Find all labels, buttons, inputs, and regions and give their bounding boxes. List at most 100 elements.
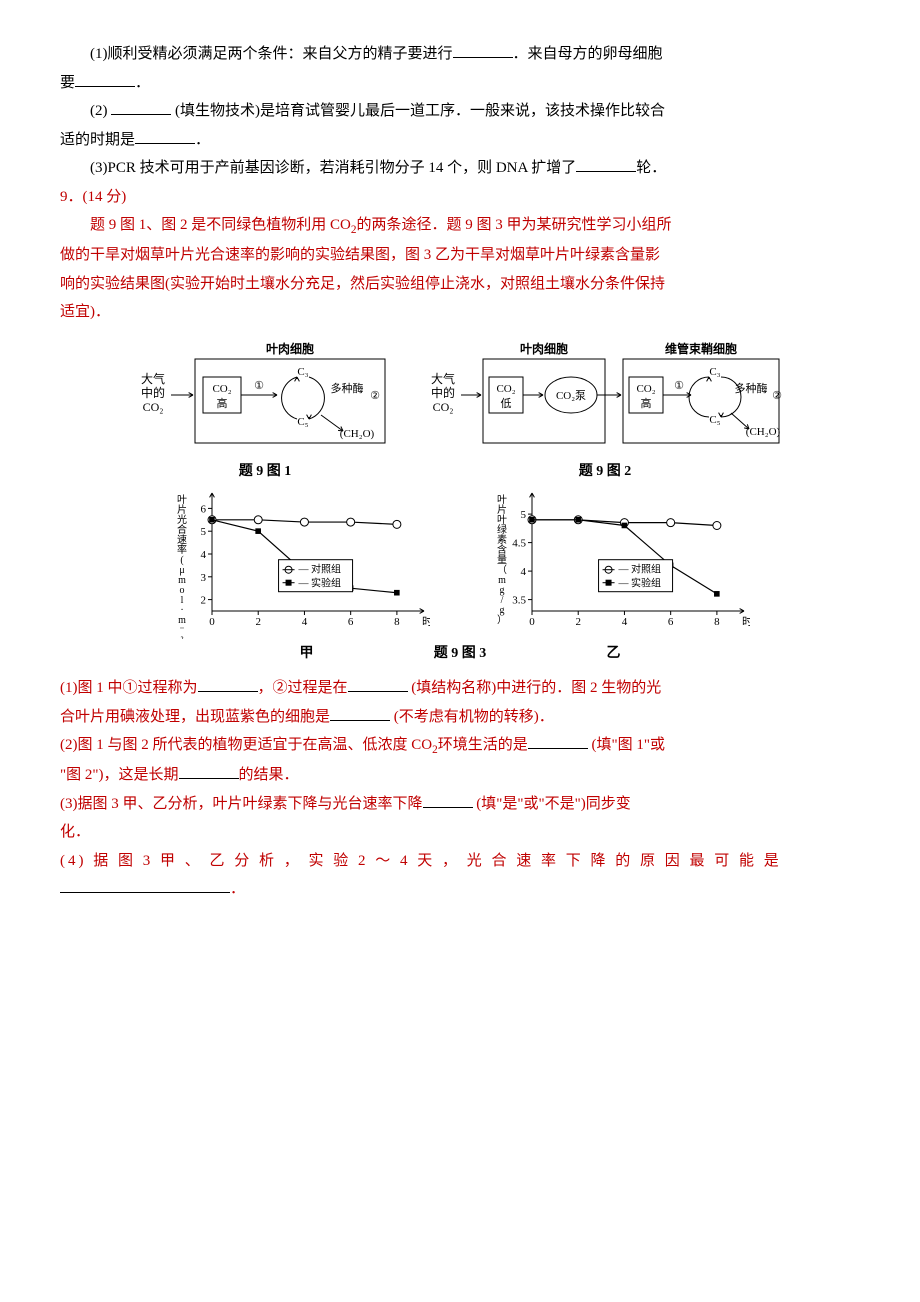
svg-text:①: ① (674, 380, 684, 392)
fig2-svg: 大气中的CO₂叶肉细胞CO₂低CO₂泵维管束鞘细胞CO₂高C₃C₅①多种酶②(C… (425, 337, 785, 457)
svg-text:8: 8 (714, 616, 720, 628)
svg-text:大气: 大气 (431, 371, 455, 386)
blank (198, 676, 258, 692)
q9-intro3: 响的实验结果图(实验开始时土壤水分充足，然后实验组停止浇水，对照组土壤水分条件保… (60, 270, 860, 299)
q8-2a: 要 (60, 75, 75, 91)
svg-text:— 对照组: — 对照组 (298, 563, 342, 576)
q9-sub3-l2: 化． (60, 818, 860, 847)
svg-text:8: 8 (394, 616, 400, 628)
svg-text:CO₂: CO₂ (496, 383, 515, 395)
svg-text:②: ② (370, 390, 380, 402)
q8-1a: (1)顺利受精必须满足两个条件：来自父方的精子要进行 (90, 46, 453, 62)
fig3-caption: 甲 题 9 图 3 乙 (60, 641, 860, 668)
q8-line4: 适的时期是 ． (60, 126, 860, 155)
q8-line3: (2) (填生物技术)是培育试管婴儿最后一道工序．一般来说，该技术操作比较合 (60, 97, 860, 126)
svg-text:叶肉细胞: 叶肉细胞 (266, 341, 314, 356)
svg-text:时间（d）: 时间（d） (422, 615, 430, 628)
svg-text:4: 4 (302, 616, 308, 628)
q8-line2: 要． (60, 69, 860, 98)
blank (179, 763, 239, 779)
svg-text:(CH₂O): (CH₂O) (340, 428, 375, 440)
blank (75, 71, 135, 87)
blank (111, 99, 171, 115)
svg-text:4: 4 (521, 567, 527, 579)
svg-text:维管束鞘细胞: 维管束鞘细胞 (665, 341, 737, 356)
svg-text:3: 3 (201, 572, 207, 584)
svg-text:6: 6 (201, 504, 207, 516)
blank (135, 128, 195, 144)
svg-text:C₃: C₃ (709, 366, 720, 378)
svg-text:(CH₂O): (CH₂O) (746, 426, 781, 438)
q9-head: 9．(14 分) (60, 183, 860, 212)
fig1-caption: 题 9 图 1 (239, 459, 292, 486)
svg-text:— 实验组: — 实验组 (298, 577, 342, 590)
svg-text:2: 2 (255, 616, 261, 628)
svg-text:时间（d）: 时间（d） (742, 615, 750, 628)
blank (330, 705, 390, 721)
q9-sub4-l2: ． (60, 875, 860, 904)
svg-text:2: 2 (201, 595, 207, 607)
svg-text:中的: 中的 (141, 385, 165, 400)
fig1-svg: 大气中的CO₂叶肉细胞CO₂高C₃C₅①多种酶②(CH₂O) (135, 337, 395, 457)
q8-4b: ． (195, 132, 210, 148)
q8-4a: 适的时期是 (60, 132, 135, 148)
svg-text:— 对照组: — 对照组 (618, 563, 662, 576)
blank (453, 42, 513, 58)
fig2-caption: 题 9 图 2 (579, 459, 632, 486)
svg-text:C₅: C₅ (297, 416, 308, 428)
svg-text:3.5: 3.5 (512, 595, 526, 607)
q9-intro2: 做的干旱对烟草叶片光合速率的影响的实验结果图，图 3 乙为干旱对烟草叶片叶绿素含… (60, 241, 860, 270)
svg-text:CO₂泵: CO₂泵 (556, 389, 586, 402)
svg-text:0: 0 (209, 616, 215, 628)
svg-text:²: ² (181, 635, 184, 639)
q9-intro1: 题 9 图 1、图 2 是不同绿色植物利用 CO2的两条途径．题 9 图 3 甲… (60, 211, 860, 241)
svg-text:C₅: C₅ (709, 414, 720, 426)
svg-text:4.5: 4.5 (512, 538, 526, 550)
svg-text:②: ② (772, 390, 782, 402)
svg-text:大气: 大气 (141, 371, 165, 386)
figures-row-1: 大气中的CO₂叶肉细胞CO₂高C₃C₅①多种酶②(CH₂O) 题 9 图 1 大… (60, 337, 860, 486)
blank (528, 733, 588, 749)
svg-text:4: 4 (201, 549, 207, 561)
svg-text:5: 5 (521, 510, 527, 522)
svg-text:多种酶: 多种酶 (735, 381, 768, 395)
svg-text:0: 0 (529, 616, 535, 628)
svg-text:2: 2 (575, 616, 581, 628)
q9-sub1-l1: (1)图 1 中①过程称为，②过程是在 (填结构名称)中进行的．图 2 生物的光 (60, 674, 860, 703)
chart-left: 0246823456时间（d）叶片光合速率(μmol·m⁻²·s⁻¹)— 对照组… (170, 489, 430, 639)
q8-3b: (填生物技术)是培育试管婴儿最后一道工序．一般来说，该技术操作比较合 (171, 103, 665, 119)
q8-1b: ．来自母方的卵母细胞 (513, 46, 663, 62)
svg-text:）: ） (497, 614, 507, 626)
q8-3a: (2) (90, 103, 111, 119)
q9-sub2-l2: "图 2")，这是长期的结果． (60, 761, 860, 790)
blank (348, 676, 408, 692)
blank (60, 877, 230, 893)
q9-intro4: 适宜)． (60, 298, 860, 327)
q8-2b: ． (135, 75, 150, 91)
svg-text:4: 4 (622, 616, 628, 628)
svg-text:多种酶: 多种酶 (331, 381, 364, 395)
svg-text:CO₂: CO₂ (143, 400, 164, 414)
q9-sub4-l1: (4) 据 图 3 甲 、 乙 分 析 ， 实 验 2 ～ 4 天 ， 光 合 … (60, 847, 860, 876)
svg-text:低: 低 (501, 397, 512, 410)
svg-text:高: 高 (217, 396, 228, 410)
svg-text:CO₂: CO₂ (433, 400, 454, 414)
q8-line1: (1)顺利受精必须满足两个条件：来自父方的精子要进行 ．来自母方的卵母细胞 (60, 40, 860, 69)
q8-5b: 轮． (636, 160, 666, 176)
svg-text:高: 高 (641, 396, 652, 410)
q8-line5: (3)PCR 技术可用于产前基因诊断，若消耗引物分子 14 个，则 DNA 扩增… (60, 154, 860, 183)
chart-right: 024683.544.55时间（d）叶片叶绿素含量（mg/g）— 对照组— 实验… (490, 489, 750, 639)
svg-text:C₃: C₃ (297, 366, 308, 378)
figures-row-2: 0246823456时间（d）叶片光合速率(μmol·m⁻²·s⁻¹)— 对照组… (60, 489, 860, 639)
svg-text:— 实验组: — 实验组 (618, 577, 662, 590)
q8-5a: (3)PCR 技术可用于产前基因诊断，若消耗引物分子 14 个，则 DNA 扩增… (90, 160, 576, 176)
svg-text:CO₂: CO₂ (636, 383, 655, 395)
svg-text:①: ① (254, 380, 264, 392)
svg-text:5: 5 (201, 527, 207, 539)
q9-sub1-l2: 合叶片用碘液处理，出现蓝紫色的细胞是 (不考虑有机物的转移)． (60, 703, 860, 732)
svg-text:CO₂: CO₂ (212, 383, 231, 395)
svg-text:6: 6 (348, 616, 354, 628)
blank (423, 792, 473, 808)
fig2: 大气中的CO₂叶肉细胞CO₂低CO₂泵维管束鞘细胞CO₂高C₃C₅①多种酶②(C… (425, 337, 785, 486)
svg-text:6: 6 (668, 616, 674, 628)
